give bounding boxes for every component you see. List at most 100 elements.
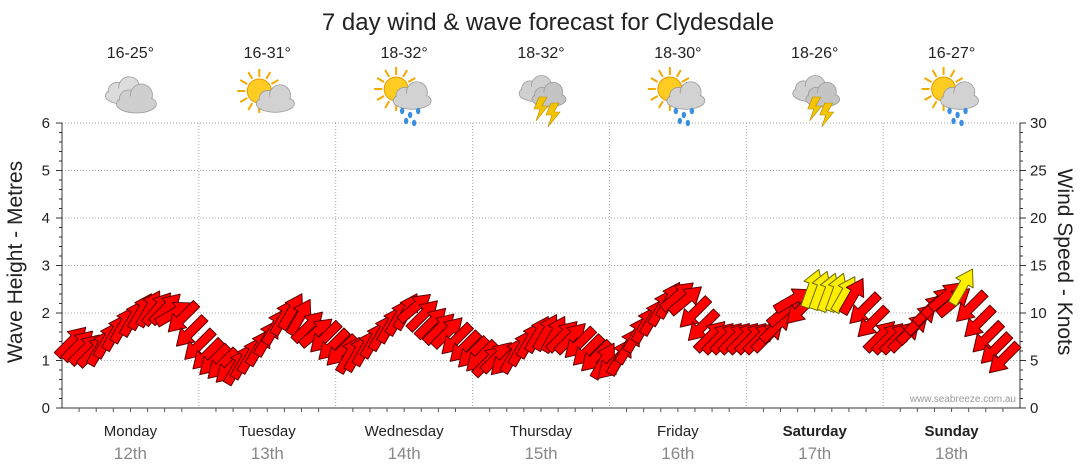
day-name-label: Tuesday (239, 423, 296, 440)
day-temp-range: 16-27° (928, 45, 975, 62)
cloud-fill (667, 93, 704, 109)
raindrop (415, 107, 421, 115)
sun-ray (265, 71, 272, 80)
day-name-label: Sunday (924, 423, 979, 440)
wind-arrow (972, 319, 1006, 353)
left-tick-label: 3 (42, 258, 50, 275)
lightning-bolt (807, 96, 823, 122)
sun-ray (376, 77, 385, 83)
day-date-label: 18th (935, 444, 968, 463)
wind-arrow (405, 300, 438, 333)
cloud-fill (117, 96, 156, 112)
sun-ray (247, 71, 254, 80)
wind-arrow (849, 291, 882, 324)
wind-arrow (679, 295, 713, 328)
sun-ray (931, 100, 938, 109)
raindrop (955, 111, 960, 119)
day-temp-range: 18-30° (654, 45, 701, 62)
left-tick-label: 0 (42, 400, 50, 417)
raindrop (959, 119, 964, 127)
wind-arrow (988, 340, 1022, 374)
right-tick-label: 5 (1030, 353, 1038, 370)
raindrop (947, 107, 952, 115)
raindrop (685, 119, 691, 127)
lightning-bolt (533, 96, 549, 122)
sun-ray (407, 77, 416, 83)
sun-ray (650, 95, 659, 101)
day-date-label: 12th (114, 444, 147, 463)
wind-arrow (838, 278, 865, 316)
storm-icon (792, 75, 841, 128)
left-tick-label: 2 (42, 305, 50, 322)
right-tick-label: 25 (1030, 163, 1047, 180)
cloud-fill (394, 93, 431, 109)
lightning-bolt (545, 102, 561, 128)
day-name-label: Wednesday (365, 423, 444, 440)
sun-ray (247, 102, 254, 111)
sun-ray (384, 100, 391, 109)
sun-ray (924, 77, 932, 83)
cloud-fill (941, 93, 978, 109)
cloudy-icon (105, 76, 157, 114)
sun-ray (376, 95, 385, 101)
sun-ray (924, 95, 932, 101)
storm-icon (518, 75, 567, 128)
raindrop (673, 107, 679, 115)
day-temp-range: 18-32° (517, 45, 564, 62)
sun-ray (650, 77, 659, 83)
raindrop (411, 119, 417, 127)
left-tick-label: 4 (42, 210, 50, 227)
sun-ray (402, 69, 409, 78)
raindrop (689, 107, 695, 115)
raindrop (403, 117, 409, 125)
sun-showers-icon (647, 67, 706, 127)
sun-ray (384, 69, 391, 78)
left-tick-label: 5 (42, 163, 50, 180)
sun-ray (681, 77, 690, 83)
wind-arrow (687, 308, 721, 341)
day-name-label: Thursday (510, 423, 573, 440)
left-axis-label: Wave Height - Metres (4, 161, 27, 363)
wind-arrow (956, 289, 989, 322)
left-tick-label: 6 (42, 115, 50, 132)
chart-title: 7 day wind & wave forecast for Clydesdal… (322, 9, 774, 36)
sun-ray (657, 69, 664, 78)
cloud-fill (257, 96, 294, 112)
wind-arrow (948, 268, 974, 307)
partly-cloudy-icon (237, 69, 295, 113)
sun-ray (657, 100, 664, 109)
day-date-label: 13th (251, 444, 284, 463)
day-date-label: 15th (524, 444, 557, 463)
sun-showers-icon (921, 67, 979, 127)
sun-ray (239, 97, 248, 103)
day-name-label: Friday (657, 423, 699, 440)
raindrop (681, 111, 687, 119)
right-tick-label: 30 (1030, 115, 1047, 132)
wind-arrow (964, 304, 997, 338)
day-date-label: 17th (798, 444, 831, 463)
day-temp-range: 16-25° (107, 45, 154, 62)
day-labels: Monday 12th Tuesday 13th Wednesday 14th Thursd… (104, 423, 980, 463)
day-name-label: Saturday (783, 423, 848, 440)
right-tick-label: 20 (1030, 210, 1047, 227)
day-name-label: Monday (104, 423, 158, 440)
left-tick-label: 1 (42, 353, 50, 370)
axes: 0 1 2 3 4 5 6 0 5 10 15 20 25 30 (42, 115, 1047, 417)
wind-arrow (980, 331, 1014, 364)
wind-arrow (857, 304, 891, 338)
sun-ray (239, 79, 248, 85)
day-temp-range: 18-26° (791, 45, 838, 62)
day-date-label: 14th (388, 444, 421, 463)
sun-ray (955, 77, 964, 83)
day-forecast-header: 16-25° 16-31° 18-32° 18-32° 18-30° 18-26° 16-2… (105, 45, 979, 128)
right-tick-label: 10 (1030, 305, 1047, 322)
wind-arrow (667, 286, 702, 317)
wind-arrows (53, 268, 1022, 387)
right-tick-label: 0 (1030, 400, 1038, 417)
sun-ray (675, 69, 682, 78)
right-tick-label: 15 (1030, 258, 1047, 275)
raindrop (951, 117, 956, 125)
sun-ray (931, 69, 938, 78)
raindrop (677, 117, 683, 125)
lightning-bolt (819, 102, 835, 128)
